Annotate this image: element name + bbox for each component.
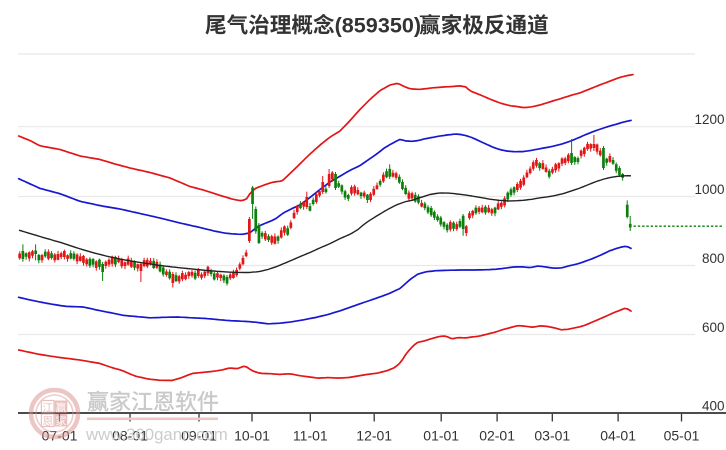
svg-text:1000: 1000 bbox=[694, 182, 724, 197]
svg-text:03-01: 03-01 bbox=[534, 428, 570, 444]
svg-text:08-01: 08-01 bbox=[112, 428, 148, 444]
svg-text:1200: 1200 bbox=[694, 112, 724, 127]
svg-text:05-01: 05-01 bbox=[664, 428, 700, 444]
svg-text:10-01: 10-01 bbox=[234, 428, 270, 444]
svg-text:(859350): (859350) bbox=[335, 13, 421, 38]
svg-text:www.360gann.com: www.360gann.com bbox=[85, 425, 228, 444]
svg-text:09-01: 09-01 bbox=[181, 428, 217, 444]
svg-text:800: 800 bbox=[702, 251, 725, 266]
svg-text:400: 400 bbox=[702, 398, 725, 413]
svg-text:600: 600 bbox=[702, 320, 725, 335]
svg-text:02-01: 02-01 bbox=[479, 428, 515, 444]
svg-text:01-01: 01-01 bbox=[423, 428, 459, 444]
svg-text:11-01: 11-01 bbox=[293, 428, 328, 444]
svg-text:04-01: 04-01 bbox=[600, 428, 636, 444]
svg-text:12-01: 12-01 bbox=[356, 428, 392, 444]
